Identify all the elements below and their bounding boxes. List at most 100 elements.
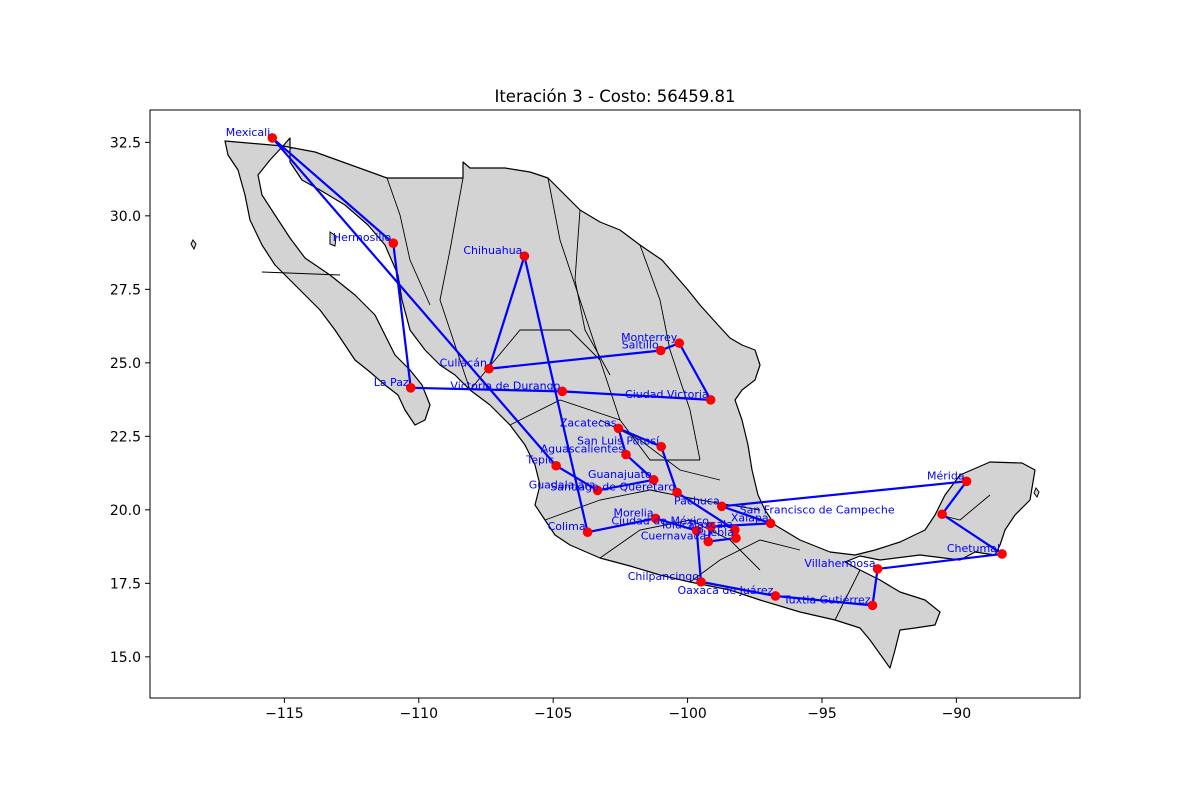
city-label: Xalapa xyxy=(731,511,769,524)
route-segment xyxy=(392,242,412,389)
route-segment xyxy=(660,445,679,494)
route-segment xyxy=(720,480,968,508)
route-segment xyxy=(617,427,663,448)
city-label: Victoria de Durango xyxy=(450,379,560,392)
city-label: Chilpancingo xyxy=(628,570,700,583)
chart-title: Iteración 3 - Costo: 56459.81 xyxy=(494,87,735,106)
route-segment xyxy=(720,505,772,525)
x-tick-label: −100 xyxy=(668,706,706,722)
route-segment xyxy=(487,349,662,370)
y-tick-label: 15.0 xyxy=(110,650,141,666)
x-axis: −115 −110 −105 −100 −95 −90 xyxy=(265,698,971,722)
city-point xyxy=(592,485,603,496)
route-segment xyxy=(871,567,879,607)
route-segment xyxy=(586,517,657,534)
city-label: Tepic xyxy=(525,454,554,467)
city-point xyxy=(267,133,278,143)
route-segment xyxy=(675,491,736,531)
tiburon-island xyxy=(329,231,337,247)
city-point xyxy=(519,251,530,261)
route-segment xyxy=(876,552,1004,571)
city-point xyxy=(703,536,714,547)
city-label: La Paz xyxy=(374,376,409,389)
route-segment xyxy=(409,386,564,393)
city-point xyxy=(730,525,740,535)
city-label: Ciudad Victoria xyxy=(625,388,709,401)
city-point xyxy=(674,338,685,348)
plot-frame xyxy=(149,109,1081,699)
city-point xyxy=(696,577,706,587)
city-point xyxy=(731,533,741,543)
x-tick-label: −90 xyxy=(942,706,972,722)
city-label: Guanajuato xyxy=(588,468,652,481)
city-point xyxy=(716,501,727,512)
city-point xyxy=(872,564,883,574)
x-tick-label: −110 xyxy=(400,706,438,722)
baja-california xyxy=(224,140,431,426)
y-tick-label: 32.5 xyxy=(110,135,141,151)
city-label: Toluca xyxy=(659,519,694,532)
city-point xyxy=(582,527,593,537)
city-point xyxy=(691,525,702,536)
city-label: Chetumal xyxy=(947,542,1000,555)
route-segment xyxy=(487,255,526,370)
route-segment xyxy=(523,255,589,534)
city-point xyxy=(867,600,878,611)
route-segment xyxy=(699,580,777,598)
city-point xyxy=(388,238,399,248)
city-point xyxy=(656,441,667,452)
y-tick-label: 20.0 xyxy=(110,503,141,519)
city-label: Morelia xyxy=(613,506,653,519)
route-segment xyxy=(271,136,395,245)
city-points xyxy=(267,133,1007,611)
city-label: Monterrey xyxy=(621,331,678,344)
city-point xyxy=(765,518,776,529)
city-label: Culiacán xyxy=(440,357,487,370)
city-point xyxy=(648,475,659,485)
route-lines xyxy=(271,136,1004,607)
city-label: Oaxaca de Juárez xyxy=(677,584,773,597)
guadalupe-island xyxy=(190,239,197,251)
cozumel-island xyxy=(1033,486,1040,499)
city-label: Zacatecas xyxy=(560,416,617,429)
city-point xyxy=(705,395,716,405)
x-tick-label: −105 xyxy=(534,706,572,722)
x-tick-label: −95 xyxy=(807,706,837,722)
city-point xyxy=(650,513,661,524)
y-tick-label: 22.5 xyxy=(110,429,141,445)
city-point xyxy=(961,476,972,487)
route-segment xyxy=(654,517,698,532)
route-segment xyxy=(941,480,968,516)
x-tick-label: −115 xyxy=(265,706,303,722)
city-label: Tuxtla Gutiérrez xyxy=(783,593,871,606)
city-label: Tlaxcala xyxy=(686,518,732,531)
city-label: Santiago de Querétaro xyxy=(550,480,675,493)
city-point xyxy=(672,487,682,498)
route-segment xyxy=(709,522,772,528)
route-segment xyxy=(774,594,874,607)
city-point xyxy=(770,591,781,601)
y-tick-label: 30.0 xyxy=(110,209,141,225)
city-point xyxy=(551,460,561,471)
city-point xyxy=(997,549,1007,559)
city-labels: Mexicali Hermosillo La Paz Victoria de Dura… xyxy=(226,126,1000,606)
y-axis: 15.0 17.5 20.0 22.5 25.0 27.5 30.0 32.5 xyxy=(110,135,150,666)
city-point xyxy=(484,363,494,374)
route-segment xyxy=(271,136,558,467)
city-point xyxy=(706,521,716,532)
city-label: Aguascalientes xyxy=(541,443,625,456)
city-label: Saltillo xyxy=(622,338,659,351)
y-tick-label: 25.0 xyxy=(110,356,141,372)
city-point xyxy=(621,449,631,460)
route-segment xyxy=(555,464,599,492)
city-label: San Luis Potosí xyxy=(577,435,660,448)
y-tick-label: 17.5 xyxy=(110,576,141,592)
city-point xyxy=(937,509,947,520)
city-label: Pachuca xyxy=(674,494,720,507)
city-label: Chihuahua xyxy=(463,244,522,257)
route-segment xyxy=(695,529,703,583)
y-tick-label: 27.5 xyxy=(110,282,141,298)
city-point xyxy=(405,383,416,393)
mexico-mainland xyxy=(282,137,1036,669)
